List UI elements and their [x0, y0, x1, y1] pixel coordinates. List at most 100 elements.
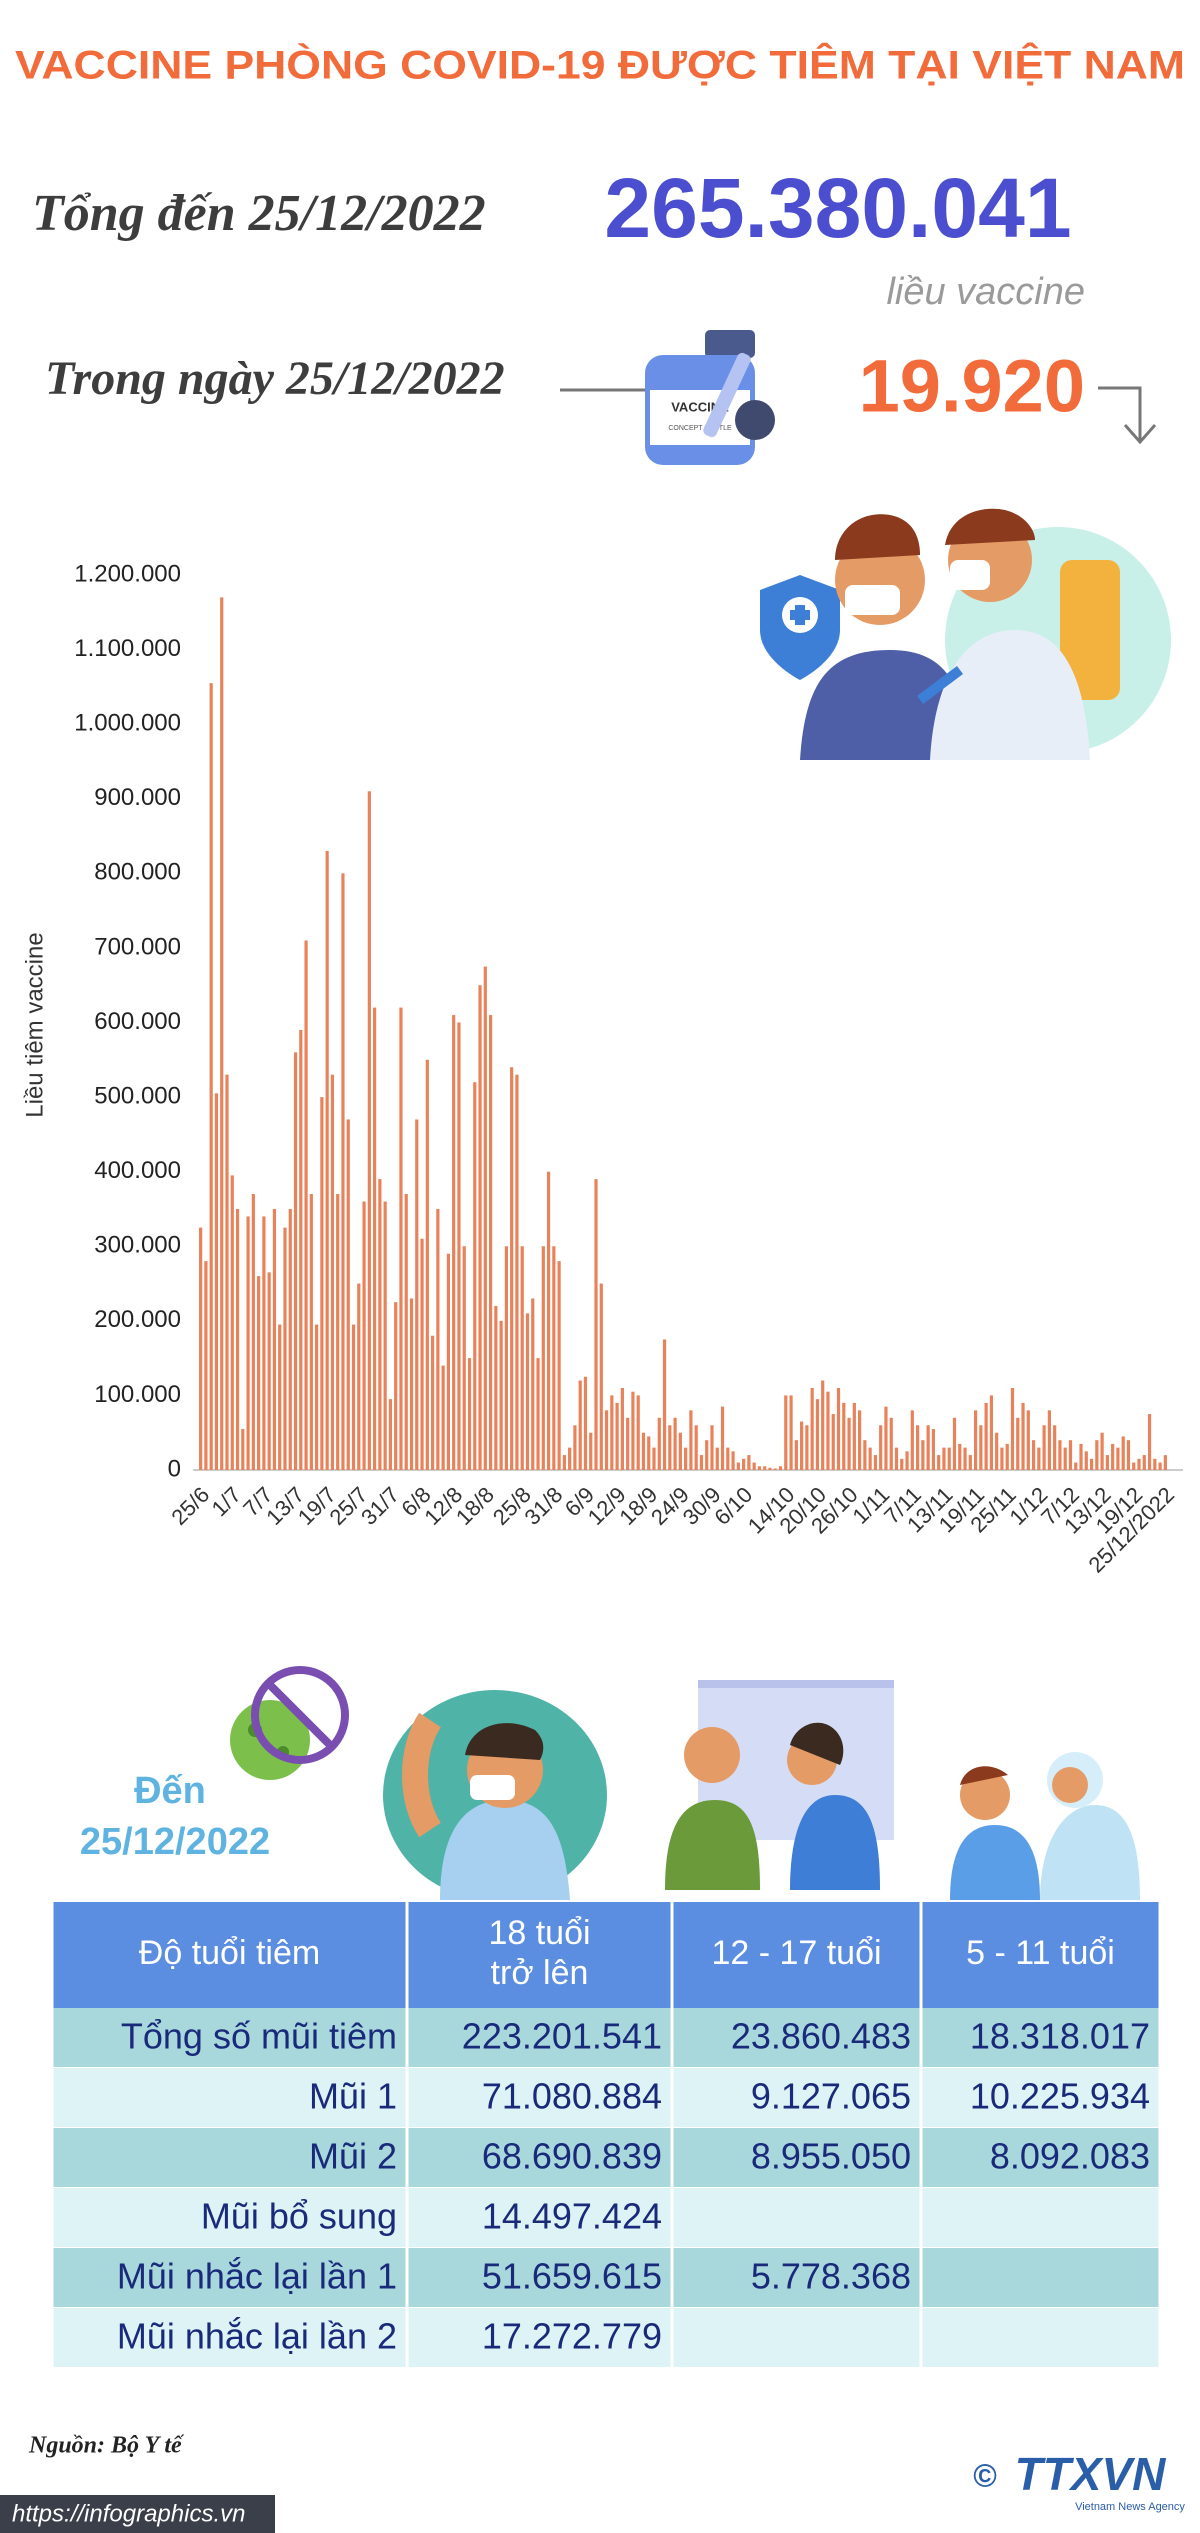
bar	[552, 1246, 556, 1470]
bar	[278, 1324, 282, 1470]
bar	[1100, 1432, 1104, 1470]
bar	[594, 1179, 598, 1470]
table-cell	[673, 2128, 920, 2187]
bar	[752, 1462, 756, 1470]
cell-value: 8.092.083	[990, 2136, 1150, 2177]
y-tick-label: 200.000	[94, 1306, 181, 1333]
bar	[763, 1466, 767, 1470]
table-cell	[53, 2188, 406, 2247]
total-value: 265.380.041	[604, 161, 1071, 255]
bar	[346, 1119, 350, 1470]
bar	[968, 1455, 972, 1470]
bar	[800, 1421, 804, 1470]
bar	[568, 1447, 572, 1470]
bar	[315, 1324, 319, 1470]
bar	[731, 1451, 735, 1470]
bar	[452, 1015, 456, 1470]
bar	[831, 1414, 835, 1470]
header-text: 18 tuổi	[488, 1914, 590, 1952]
y-tick-label: 1.200.000	[74, 560, 181, 587]
bar	[910, 1410, 914, 1470]
cell-value: 51.659.615	[482, 2256, 662, 2297]
bar	[214, 1093, 219, 1470]
header-cell	[922, 1902, 1159, 2008]
bar	[1105, 1455, 1109, 1470]
bar	[736, 1462, 740, 1470]
y-tick-label: 900.000	[94, 784, 181, 811]
cell-value: 18.318.017	[970, 2016, 1150, 2057]
bar	[383, 1201, 387, 1470]
bar	[641, 1432, 646, 1470]
header-text: 12 - 17 tuổi	[711, 1934, 881, 1972]
bar	[926, 1425, 930, 1470]
bar	[1153, 1458, 1157, 1470]
source: Nguồn: Bộ Y tế	[28, 2433, 185, 2459]
table-cell	[53, 2248, 406, 2307]
table-cell	[673, 2008, 920, 2067]
bar	[636, 1395, 640, 1470]
bar	[652, 1447, 656, 1470]
y-tick-label: 400.000	[94, 1157, 181, 1184]
bar	[378, 1179, 382, 1470]
bar	[757, 1466, 762, 1470]
bar	[589, 1432, 593, 1470]
bar	[710, 1425, 714, 1470]
bar	[1063, 1447, 1067, 1470]
y-tick-label: 1.000.000	[74, 710, 181, 737]
bar	[894, 1447, 899, 1470]
bar	[204, 1261, 208, 1470]
table-cell	[408, 2008, 671, 2067]
y-tick-label: 600.000	[94, 1008, 181, 1035]
bar	[984, 1402, 988, 1470]
bar	[1000, 1447, 1004, 1470]
as-of-label: Đến	[134, 1770, 206, 1812]
bar	[473, 1082, 477, 1470]
bar	[842, 1402, 846, 1470]
bar	[1053, 1425, 1057, 1470]
url[interactable]: https://infographics.vn	[12, 2500, 245, 2527]
bar	[241, 1428, 245, 1470]
bar	[921, 1440, 925, 1470]
bar	[979, 1425, 983, 1470]
bar	[341, 873, 345, 1470]
cell-value: 9.127.065	[751, 2076, 911, 2117]
bar	[668, 1425, 672, 1470]
bar	[952, 1417, 957, 1470]
bar	[715, 1447, 719, 1470]
row-label: Mũi 1	[309, 2076, 397, 2117]
bar	[852, 1402, 856, 1470]
bar	[336, 1194, 340, 1470]
bar	[768, 1467, 772, 1470]
y-axis-title: Liều tiêm vaccine	[21, 932, 48, 1117]
cell-value: 8.955.050	[751, 2136, 911, 2177]
row-label: Tổng số mũi tiêm	[121, 2016, 397, 2057]
bar	[299, 1029, 303, 1470]
bar	[1074, 1462, 1078, 1470]
bar	[515, 1074, 519, 1470]
bar	[573, 1425, 577, 1470]
bar	[610, 1395, 614, 1470]
bar	[620, 1387, 624, 1470]
bar	[578, 1380, 582, 1470]
bar	[720, 1406, 725, 1470]
bar	[1121, 1436, 1125, 1470]
bar	[304, 940, 308, 1470]
table-cell	[922, 2068, 1159, 2127]
bar	[705, 1440, 709, 1470]
illustration-people	[383, 1680, 1140, 1900]
bar	[810, 1387, 814, 1470]
cell-value: 5.778.368	[751, 2256, 911, 2297]
bar	[889, 1417, 893, 1470]
bar	[1095, 1440, 1099, 1470]
bar	[836, 1387, 841, 1470]
cell-value: 223.201.541	[462, 2016, 662, 2057]
page-title: VACCINE PHÒNG COVID-19 ĐƯỢC TIÊM TẠI VIỆ…	[15, 42, 1185, 88]
bar	[257, 1276, 261, 1470]
bar	[747, 1455, 751, 1470]
bar	[330, 1074, 335, 1470]
bar	[367, 791, 371, 1470]
bar	[199, 1227, 203, 1470]
bar	[531, 1298, 535, 1470]
bar	[420, 1238, 424, 1470]
